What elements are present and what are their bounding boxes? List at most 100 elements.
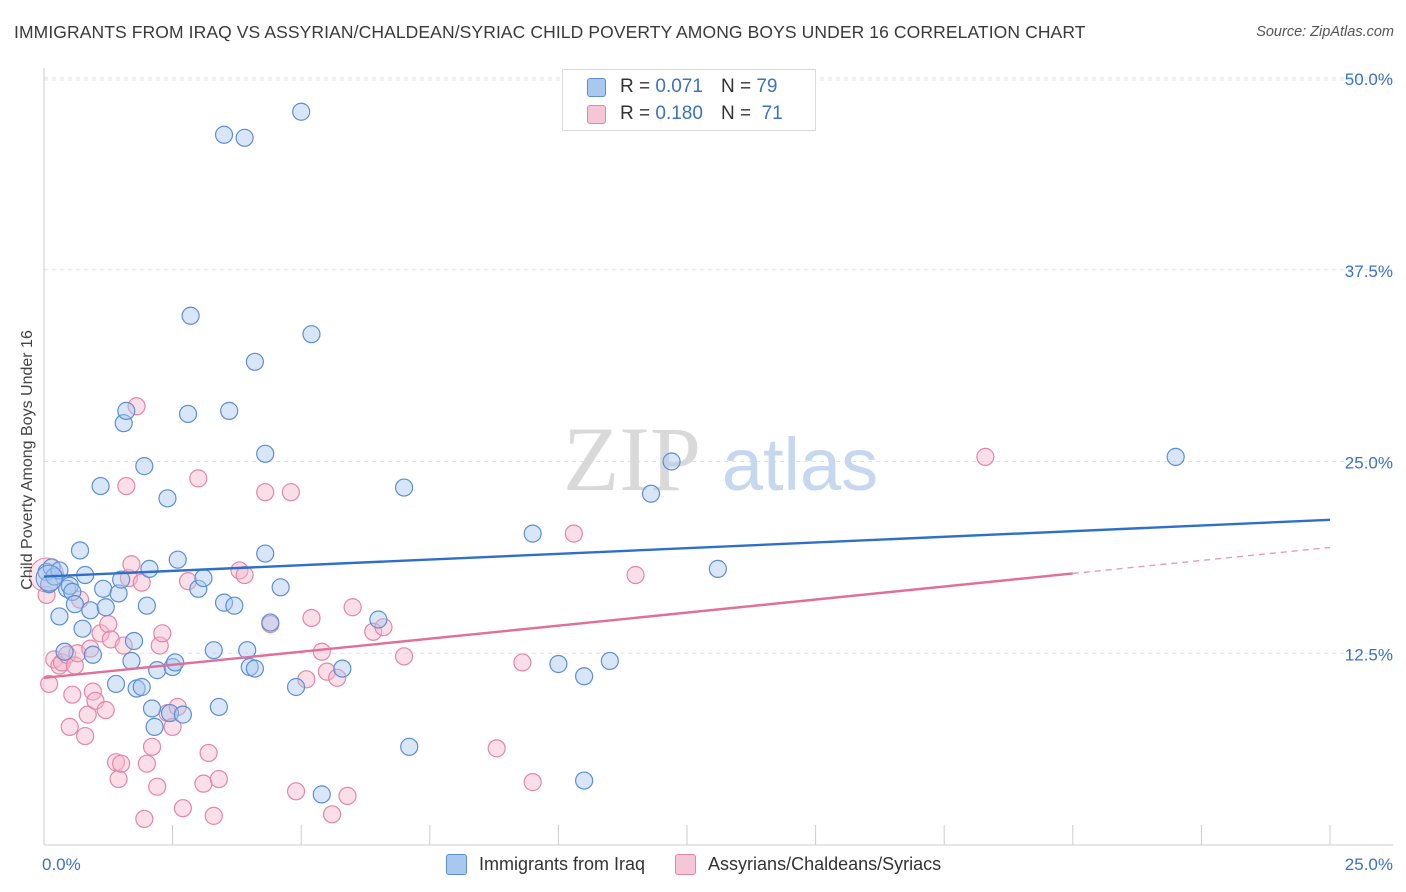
data-point-iraq — [181, 306, 200, 325]
data-point-assyrians — [63, 685, 82, 704]
x-tick-label-max: 25.0% — [1345, 855, 1393, 874]
data-point-assyrians — [163, 717, 182, 736]
data-point-iraq — [112, 570, 131, 589]
data-point-iraq — [369, 610, 388, 629]
legend-swatch-assyrians — [587, 104, 606, 124]
y-tick-label: 25.0% — [1345, 454, 1393, 473]
data-point-assyrians — [86, 691, 105, 710]
data-point-iraq — [209, 697, 228, 717]
data-point-iraq — [256, 544, 275, 563]
data-point-iraq — [549, 654, 568, 674]
tick-labels: 12.5% 25.0% 37.5% 50.0% 0.0% 25.0% — [42, 70, 1393, 874]
data-point-iraq — [94, 579, 113, 598]
watermark: ZIP atlas — [563, 408, 878, 510]
data-point-assyrians — [317, 662, 337, 681]
data-point-iraq — [145, 717, 164, 736]
legend-label-assyrians: Assyrians/Chaldeans/Syriacs — [708, 853, 942, 874]
legend-n-label: N = — [720, 76, 752, 97]
data-point-iraq — [142, 699, 162, 718]
data-point-iraq — [58, 579, 77, 598]
data-point-iraq — [575, 771, 594, 790]
legend-label-iraq: Immigrants from Iraq — [479, 853, 646, 874]
data-point-iraq — [214, 125, 234, 144]
data-point-iraq — [166, 653, 185, 672]
legend-n-value: 71 — [761, 103, 783, 124]
data-point-assyrians — [328, 668, 347, 687]
trend-line-assyrians — [43, 572, 1073, 679]
data-point-assyrians — [189, 469, 208, 488]
data-point-iraq — [91, 476, 110, 496]
chart-title: IMMIGRANTS FROM IRAQ VS ASSYRIAN/CHALDEA… — [14, 22, 1086, 42]
data-point-assyrians — [487, 739, 506, 758]
data-point-iraq — [662, 452, 681, 471]
data-point-iraq — [50, 607, 69, 626]
data-point-assyrians — [99, 615, 118, 634]
data-point-assyrians — [148, 777, 167, 796]
data-point-assyrians — [343, 598, 362, 617]
data-point-assyrians — [117, 476, 136, 496]
data-point-iraq — [117, 401, 136, 420]
data-point-assyrians — [142, 737, 162, 756]
data-point-iraq — [135, 457, 154, 476]
data-point-iraq — [575, 667, 594, 686]
legend-n-value: 79 — [756, 76, 778, 97]
data-point-iraq — [245, 659, 265, 678]
data-point-iraq — [641, 484, 661, 503]
data-point-assyrians — [204, 806, 223, 825]
data-point-assyrians — [322, 805, 342, 824]
data-point-assyrians — [394, 647, 414, 666]
watermark-atlas: atlas — [722, 423, 878, 506]
data-point-assyrians — [209, 769, 228, 789]
legend-row-assyrians: R = 0.180 N = 71 — [587, 103, 783, 125]
y-axis-label: Child Poverty Among Boys Under 16 — [19, 330, 36, 590]
data-point-iraq — [600, 651, 619, 671]
data-point-assyrians — [626, 565, 645, 585]
legend-r-label: R = — [620, 76, 651, 97]
data-point-iraq — [83, 645, 102, 664]
data-point-iraq — [96, 598, 115, 617]
series-assyrians-points — [29, 397, 995, 829]
data-point-iraq — [271, 578, 290, 597]
data-point-iraq — [333, 659, 352, 678]
data-point-iraq — [81, 601, 100, 620]
data-point-assyrians — [78, 705, 97, 724]
data-point-iraq — [312, 785, 331, 804]
data-point-iraq — [261, 613, 280, 632]
data-point-iraq — [158, 489, 177, 508]
data-point-assyrians — [122, 555, 141, 574]
data-point-assyrians — [302, 608, 321, 628]
correlation-legend: R = 0.071 N = 79 R = 0.180 N = 71 — [562, 69, 816, 131]
data-point-iraq — [286, 677, 306, 697]
data-point-assyrians — [40, 674, 59, 694]
data-point-iraq — [137, 596, 156, 615]
data-point-assyrians — [109, 769, 128, 789]
y-tick-label: 12.5% — [1345, 645, 1393, 664]
legend-swatch-iraq — [446, 853, 467, 875]
data-point-iraq — [302, 325, 321, 344]
data-point-assyrians — [564, 524, 583, 543]
data-point-iraq — [168, 550, 187, 569]
data-point-assyrians — [76, 726, 95, 746]
legend-item-assyrians: Assyrians/Chaldeans/Syriacs — [675, 853, 942, 875]
data-point-iraq — [189, 579, 208, 598]
data-point-iraq — [178, 404, 198, 424]
axes — [43, 68, 1393, 846]
watermark-zip: ZIP — [563, 408, 701, 510]
data-point-iraq — [148, 661, 167, 680]
series-legend: Immigrants from Iraq Assyrians/Chaldeans… — [446, 852, 971, 876]
data-point-assyrians — [137, 754, 156, 773]
data-point-iraq — [394, 478, 414, 497]
data-point-iraq — [55, 642, 74, 661]
data-point-iraq — [194, 568, 213, 588]
data-point-iraq — [109, 584, 128, 603]
x-tick-label-min: 0.0% — [42, 855, 81, 874]
data-point-assyrians — [127, 397, 146, 416]
data-point-iraq — [65, 595, 84, 614]
data-point-iraq — [204, 641, 223, 660]
data-point-iraq — [173, 705, 192, 724]
data-point-iraq — [35, 564, 63, 592]
data-point-iraq — [523, 524, 542, 543]
y-tick-label: 37.5% — [1345, 262, 1393, 281]
data-point-assyrians — [976, 447, 995, 466]
data-point-assyrians — [297, 670, 316, 689]
